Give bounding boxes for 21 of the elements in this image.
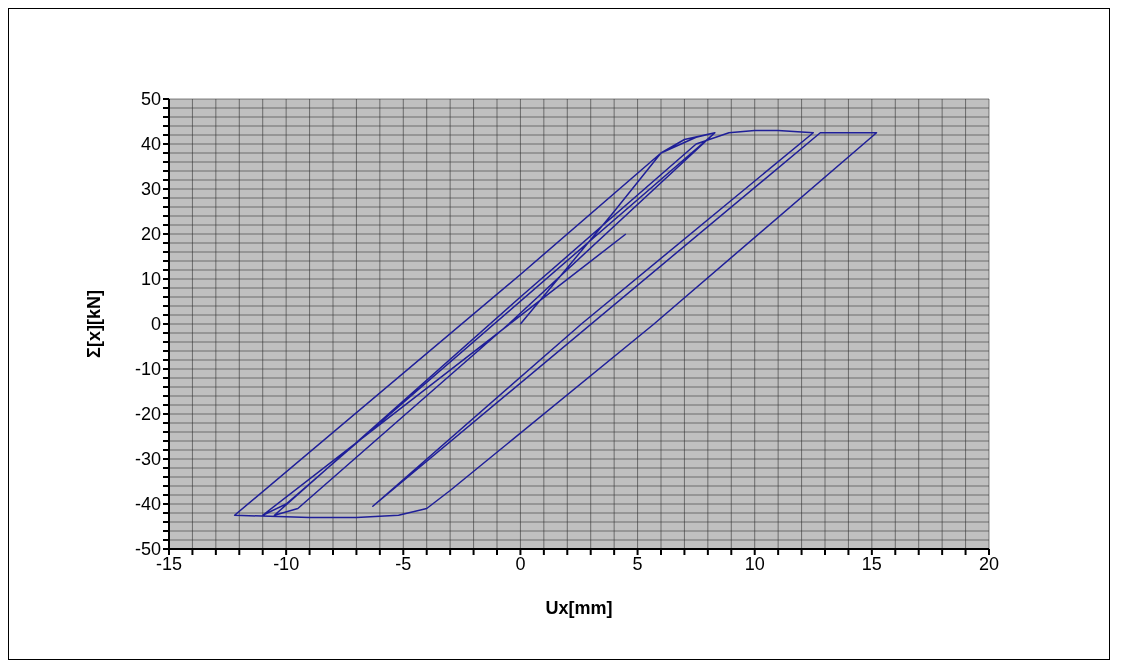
y-tick-label: 40 — [140, 134, 161, 155]
y-tick-label: 30 — [140, 179, 161, 200]
y-tick-label: -40 — [134, 494, 161, 515]
x-tick-label: 10 — [744, 553, 765, 574]
y-tick-label: 0 — [150, 314, 161, 335]
x-tick-label: 0 — [515, 553, 526, 574]
x-tick-label: 15 — [861, 553, 882, 574]
y-axis-title: Σ[x][kN] — [84, 290, 105, 358]
y-tick-label: 10 — [140, 269, 161, 290]
y-tick-label: -50 — [134, 539, 161, 560]
x-tick-label: -10 — [273, 553, 300, 574]
y-tick-label: -10 — [134, 359, 161, 380]
x-tick-label: -5 — [395, 553, 412, 574]
y-tick-label: -20 — [134, 404, 161, 425]
y-tick-label: 50 — [140, 89, 161, 110]
x-axis-title: Ux[mm] — [545, 598, 613, 618]
x-tick-label: 5 — [632, 553, 643, 574]
line-series — [233, 129, 878, 519]
y-tick-label: 20 — [140, 224, 161, 245]
x-tick-label: 20 — [978, 553, 1000, 574]
y-tick-label: -30 — [134, 449, 161, 470]
